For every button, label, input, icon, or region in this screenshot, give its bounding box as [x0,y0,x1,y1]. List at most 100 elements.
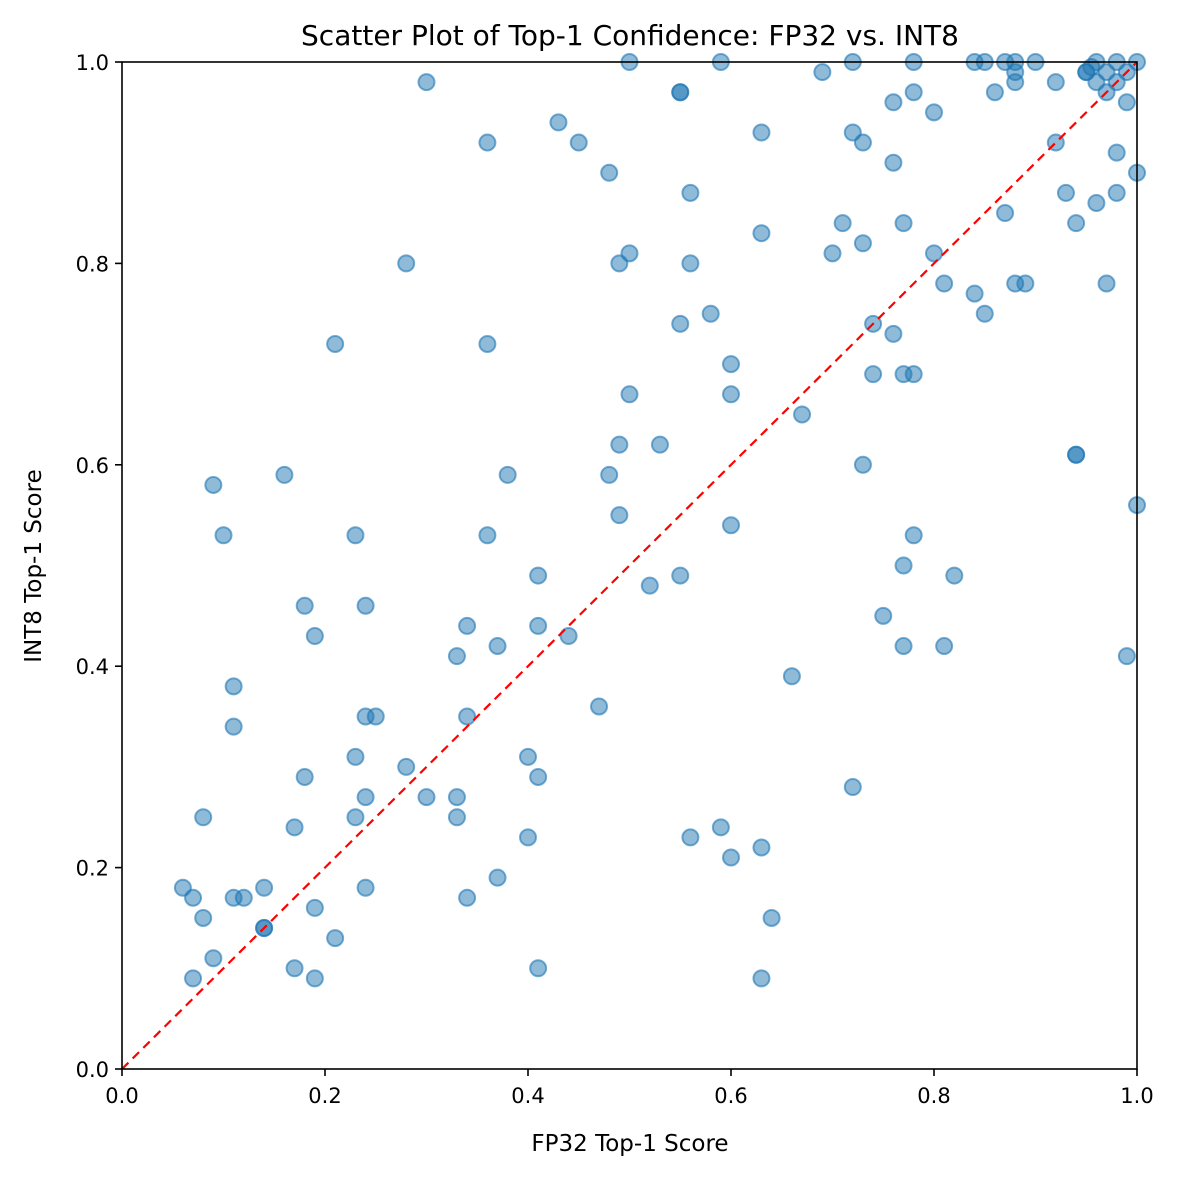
data-point-34 [478,133,497,152]
data-point-106 [874,606,893,625]
data-point-139 [234,888,253,907]
data-point-118 [519,747,537,766]
data-point-123 [447,788,466,807]
data-point-42 [1107,143,1126,162]
data-point-77 [793,405,812,424]
data-point-24 [985,83,1004,102]
data-point-131 [711,818,730,837]
data-point-62 [1097,274,1116,293]
data-point-46 [1067,214,1086,233]
data-point-134 [752,838,771,857]
data-point-90 [478,526,497,545]
data-point-72 [864,365,883,384]
data-point-112 [224,677,243,696]
data-point-103 [559,626,578,645]
data-point-133 [681,828,700,847]
data-point-130 [447,808,466,827]
data-point-70 [326,334,345,353]
data-point-148 [762,908,781,927]
data-point-40 [884,153,903,172]
data-point-31 [1082,58,1101,77]
reference-line-y-equals-x [121,61,1138,1070]
data-point-127 [194,808,213,827]
data-point-153 [305,969,324,988]
data-point-144 [458,888,477,907]
data-point-150 [204,949,223,968]
data-point-93 [904,526,923,545]
data-point-155 [752,969,771,988]
data-point-25 [1006,73,1025,92]
data-point-151 [184,969,203,988]
data-point-140 [255,878,274,897]
data-point-117 [590,697,609,716]
x-tick-label-4: 0.8 [917,1084,950,1108]
data-point-5 [813,63,832,82]
data-point-28 [884,93,903,112]
x-axis-label: FP32 Top-1 Score [531,1131,728,1157]
chart-title: Scatter Plot of Top-1 Confidence: FP32 v… [301,19,959,52]
data-point-64 [975,304,994,323]
data-point-63 [965,284,984,303]
data-point-71 [722,355,740,374]
data-point-111 [782,667,801,686]
data-point-141 [356,878,375,897]
plot-frame [121,61,1138,1070]
data-point-33 [569,133,588,152]
data-point-52 [853,234,872,253]
y-tick-label-2: 0.4 [76,655,109,679]
data-point-86 [204,475,223,494]
data-point-83 [498,465,517,484]
data-point-35 [600,163,619,182]
data-point-143 [305,898,324,917]
y-axis: 0.0 0.2 0.4 0.6 0.8 1.0 [76,51,122,1082]
x-axis: 0.0 0.2 0.4 0.6 0.8 1.0 [105,1069,1154,1108]
data-point-75 [620,385,639,404]
data-point-48 [996,204,1015,223]
data-point-49 [833,214,852,233]
y-tick-label-3: 0.6 [76,454,109,478]
data-point-149 [326,929,345,948]
data-point-74 [904,365,923,384]
data-point-85 [275,465,294,484]
data-point-95 [671,566,690,585]
data-point-65 [671,314,690,333]
y-tick-label-5: 1.0 [76,51,109,75]
data-point-135 [722,848,740,867]
data-point-44 [1107,183,1126,202]
data-point-57 [681,254,700,273]
data-point-36 [681,183,700,202]
data-point-154 [529,959,548,978]
y-tick-label-0: 0.0 [76,1058,109,1082]
x-tick-label-5: 1.0 [1120,1084,1153,1108]
data-point-113 [224,717,243,736]
data-point-121 [295,767,314,786]
data-point-94 [529,566,548,585]
data-point-79 [610,435,629,454]
data-point-145 [194,908,213,927]
data-point-88 [610,506,629,525]
data-point-109 [1117,647,1136,666]
data-point-4 [671,83,690,102]
data-point-91 [346,526,365,545]
data-point-82 [1067,445,1086,464]
points-layer [173,53,1146,988]
data-point-122 [417,788,436,807]
data-point-98 [945,566,964,585]
plot-area [121,53,1146,1070]
x-tick-label-3: 0.6 [714,1084,747,1108]
data-point-45 [1056,183,1075,202]
data-point-142 [488,868,507,887]
data-point-56 [620,244,639,263]
data-point-47 [1087,193,1106,212]
data-point-69 [478,334,497,353]
data-point-120 [397,757,416,776]
data-point-116 [458,707,477,726]
data-point-26 [1046,73,1065,92]
x-tick-label-0: 0.0 [105,1084,138,1108]
data-point-53 [925,244,943,263]
data-point-61 [1016,274,1035,293]
data-point-27 [904,83,923,102]
data-point-100 [356,596,375,615]
data-point-124 [356,788,375,807]
data-point-80 [853,455,872,474]
